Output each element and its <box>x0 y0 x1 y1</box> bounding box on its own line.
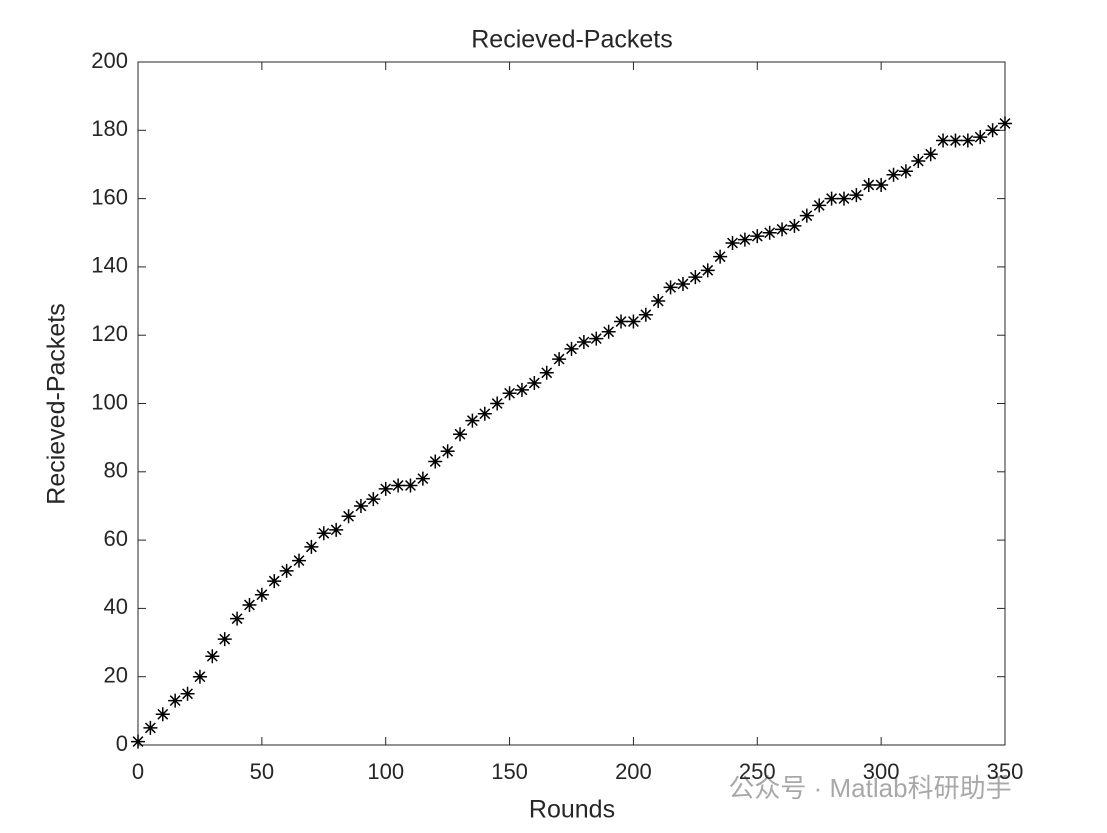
marker <box>205 649 220 664</box>
marker <box>638 307 653 322</box>
marker <box>911 154 926 169</box>
chart-title: Recieved-Packets <box>471 26 672 54</box>
y-axis-label: Recieved-Packets <box>43 303 71 504</box>
marker <box>527 376 542 391</box>
marker <box>192 669 207 684</box>
marker <box>713 249 728 264</box>
marker <box>279 563 294 578</box>
watermark: 公众号 · Matlab科研助手 <box>728 773 1011 803</box>
marker <box>824 191 839 206</box>
marker <box>502 386 517 401</box>
x-tick-label: 200 <box>615 759 652 784</box>
marker <box>465 413 480 428</box>
marker <box>626 314 641 329</box>
marker <box>217 632 232 647</box>
marker <box>552 352 567 367</box>
marker <box>614 314 629 329</box>
marker <box>651 294 666 309</box>
marker <box>960 133 975 148</box>
marker <box>378 481 393 496</box>
marker <box>750 229 765 244</box>
marker <box>539 365 554 380</box>
marker <box>366 492 381 507</box>
y-tick-label: 120 <box>91 321 128 346</box>
marker <box>168 693 183 708</box>
y-tick-label: 140 <box>91 253 128 278</box>
marker <box>341 509 356 524</box>
y-tick-label: 40 <box>104 594 128 619</box>
marker <box>155 707 170 722</box>
x-tick-label: 250 <box>739 759 776 784</box>
y-tick-label: 0 <box>116 731 128 756</box>
marker <box>267 574 282 589</box>
x-tick-label: 50 <box>250 759 274 784</box>
marker <box>254 587 269 602</box>
marker <box>898 164 913 179</box>
marker <box>762 225 777 240</box>
marker <box>836 191 851 206</box>
marker <box>936 133 951 148</box>
marker <box>948 133 963 148</box>
y-tick-label: 160 <box>91 184 128 209</box>
marker <box>564 341 579 356</box>
x-tick-label: 0 <box>132 759 144 784</box>
marker <box>886 167 901 182</box>
y-tick-label: 100 <box>91 389 128 414</box>
y-tick-label: 20 <box>104 663 128 688</box>
marker <box>143 720 158 735</box>
marker <box>601 324 616 339</box>
marker <box>589 331 604 346</box>
x-axis-label: Rounds <box>529 796 615 824</box>
marker <box>304 539 319 554</box>
marker <box>688 270 703 285</box>
marker <box>874 177 889 192</box>
marker <box>477 406 492 421</box>
x-tick-label: 150 <box>491 759 528 784</box>
marker <box>861 177 876 192</box>
marker <box>973 130 988 145</box>
x-tick-label: 350 <box>987 759 1024 784</box>
y-tick-label: 180 <box>91 116 128 141</box>
marker <box>490 396 505 411</box>
marker <box>453 427 468 442</box>
marker <box>998 116 1012 131</box>
marker <box>230 611 245 626</box>
marker <box>700 263 715 278</box>
marker <box>415 471 430 486</box>
marker <box>514 382 529 397</box>
marker <box>292 553 307 568</box>
marker <box>242 597 257 612</box>
marker <box>576 335 591 350</box>
marker <box>787 218 802 233</box>
marker <box>675 276 690 291</box>
marker <box>403 478 418 493</box>
marker <box>725 235 740 250</box>
marker <box>812 198 827 213</box>
y-tick-label: 200 <box>91 48 128 73</box>
marker <box>799 208 814 223</box>
y-tick-label: 60 <box>104 526 128 551</box>
x-tick-label: 300 <box>863 759 900 784</box>
marker <box>663 280 678 295</box>
x-tick-label: 100 <box>367 759 404 784</box>
marker <box>391 478 406 493</box>
marker <box>316 526 331 541</box>
marker <box>353 498 368 513</box>
marker <box>775 222 790 237</box>
y-tick-label: 80 <box>104 458 128 483</box>
marker <box>329 522 344 537</box>
marker <box>923 147 938 162</box>
marker <box>428 454 443 469</box>
marker <box>131 734 145 749</box>
marker <box>849 188 864 203</box>
marker <box>180 686 195 701</box>
marker <box>985 123 1000 138</box>
marker <box>440 444 455 459</box>
marker <box>737 232 752 247</box>
